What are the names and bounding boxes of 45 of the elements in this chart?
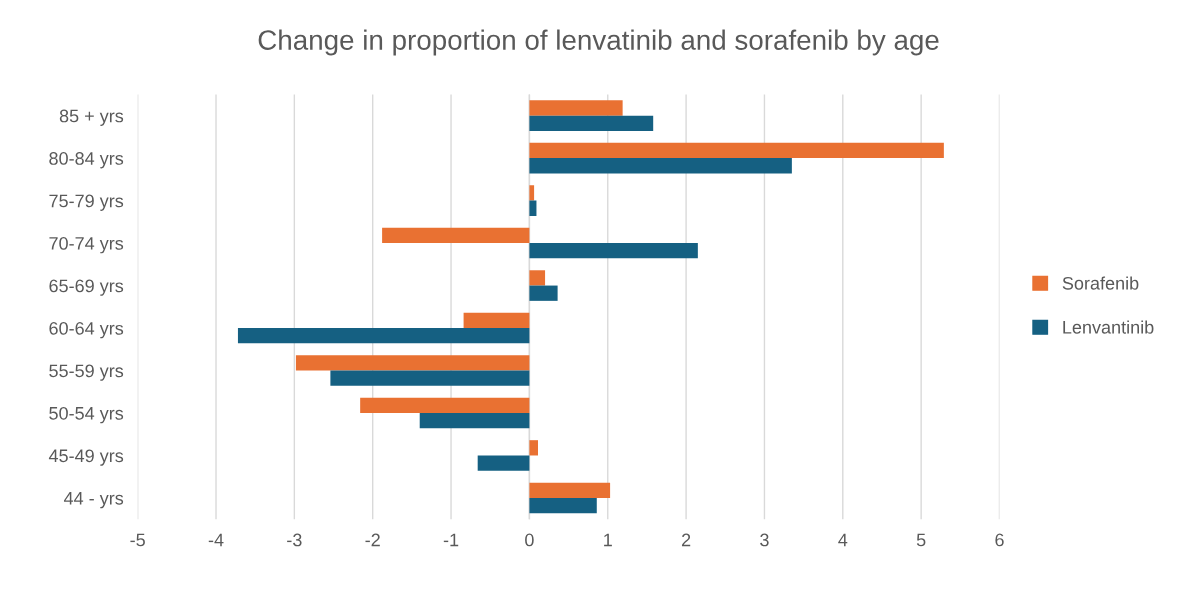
chart-title: Change in proportion of lenvatinib and sorafenib by age <box>258 29 939 56</box>
x-tick-label: -5 <box>130 533 145 547</box>
bar <box>477 455 530 471</box>
bar <box>529 243 698 259</box>
y-tick-label: 80-84 yrs <box>49 152 124 169</box>
x-tick-label: 0 <box>525 533 534 547</box>
legend-label: Lenvantinib <box>1063 320 1154 334</box>
x-tick-label: 5 <box>916 533 926 547</box>
y-tick-label: 45-49 yrs <box>48 449 124 466</box>
bar <box>529 100 623 116</box>
bar <box>295 355 530 371</box>
x-tick-label: 2 <box>681 533 691 547</box>
bar <box>463 312 530 329</box>
bar <box>529 285 558 301</box>
y-tick-label: 60-64 yrs <box>49 321 124 339</box>
x-tick-label: 4 <box>838 533 848 547</box>
x-tick-label: -1 <box>443 533 459 547</box>
bar <box>529 158 792 174</box>
bar <box>529 115 654 131</box>
y-tick-label: 70-74 yrs <box>49 237 124 254</box>
bar <box>330 370 530 386</box>
bar <box>529 497 597 514</box>
legend-label: Sorafenib <box>1062 276 1139 290</box>
y-tick-label: 55-59 yrs <box>49 364 124 381</box>
x-tick-label: -2 <box>365 533 380 547</box>
bar <box>529 185 535 201</box>
bar <box>529 200 537 216</box>
x-tick-label: 1 <box>604 533 612 547</box>
bar <box>237 328 530 344</box>
bar <box>529 270 546 286</box>
y-tick-label: 44 - yrs <box>63 492 124 509</box>
bar <box>529 440 539 456</box>
x-tick-label: -3 <box>287 533 302 547</box>
bar <box>382 227 530 244</box>
y-tick-label: 50-54 yrs <box>49 406 124 424</box>
y-tick-label: 75-79 yrs <box>49 194 124 211</box>
y-tick-label: 65-69 yrs <box>49 279 124 296</box>
bar <box>360 397 530 413</box>
bar <box>419 413 530 429</box>
x-tick-label: -4 <box>208 533 224 547</box>
bar <box>529 482 611 498</box>
x-tick-label: 6 <box>995 533 1004 547</box>
x-tick-label: 3 <box>760 533 769 547</box>
y-tick-label: 85 + yrs <box>59 109 124 126</box>
bar <box>529 142 944 159</box>
